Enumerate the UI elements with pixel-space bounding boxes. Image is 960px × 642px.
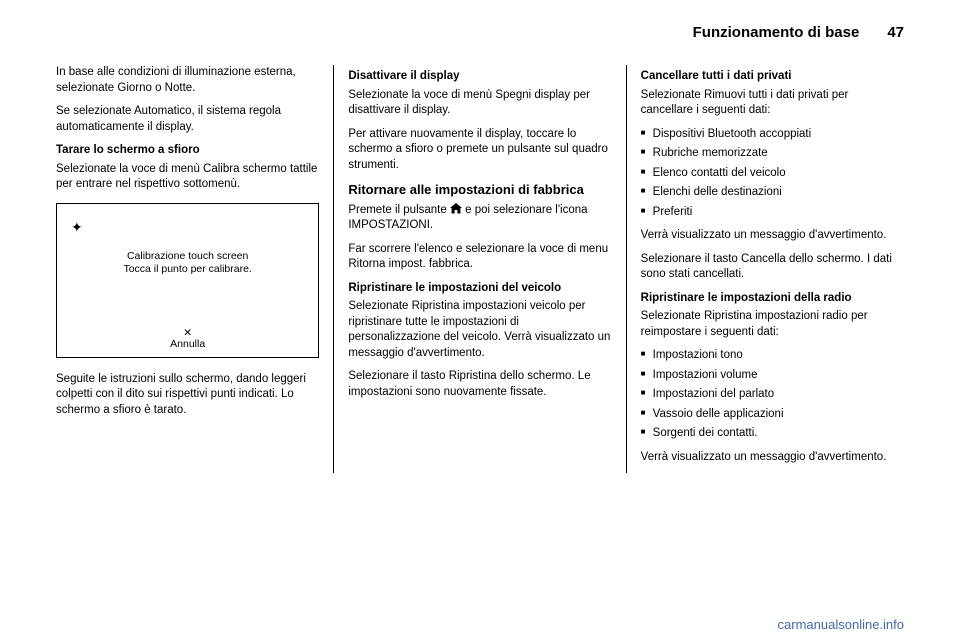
col2-para2: Per attivare nuovamente il display, tocc… — [348, 127, 611, 174]
list-item: Rubriche memorizzate — [641, 146, 904, 162]
col1-para4: Seguite le istruzioni sullo schermo, dan… — [56, 372, 319, 419]
calibration-cancel: ✕ Annulla — [57, 328, 318, 351]
page-container: Funzionamento di base 47 In base alle co… — [0, 0, 960, 642]
col1-para1: In base alle condizioni di illumina­zion… — [56, 65, 319, 96]
col3-para1: Selezionate Rimuovi tutti i dati privati… — [641, 88, 904, 119]
col3-subhead-delete-private: Cancellare tutti i dati privati — [641, 69, 904, 85]
column-1: In base alle condizioni di illumina­zion… — [56, 65, 334, 473]
list-item: Impostazioni volume — [641, 368, 904, 384]
list-item: Elenchi delle destinazioni — [641, 185, 904, 201]
col2-p3a: Premete il pulsante — [348, 204, 450, 216]
col2-para5: Selezionate Ripristina impostazioni veic… — [348, 299, 611, 361]
col2-section-factory: Ritornare alle impostazioni di fabbrica — [348, 181, 611, 199]
list-item: Dispositivi Bluetooth accoppiati — [641, 127, 904, 143]
list-item: Sorgenti dei contatti. — [641, 426, 904, 442]
list-item: Preferiti — [641, 205, 904, 221]
column-2: Disattivare il display Selezionate la vo… — [334, 65, 626, 473]
col3-list2: Impostazioni tono Impostazioni volume Im… — [641, 348, 904, 442]
cancel-label: Annulla — [170, 338, 205, 350]
calibration-figure: ✦ Calibrazione touch screen Tocca il pun… — [56, 203, 319, 358]
column-3: Cancellare tutti i dati privati Selezion… — [627, 65, 904, 473]
list-item: Vassoio delle applicazioni — [641, 407, 904, 423]
list-item: Impostazioni del parlato — [641, 387, 904, 403]
col2-para3: Premete il pulsante e poi selezio­nare l… — [348, 203, 611, 234]
col2-subhead-disable-display: Disattivare il display — [348, 69, 611, 85]
list-item: Elenco contatti del veicolo — [641, 166, 904, 182]
page-number: 47 — [887, 24, 904, 41]
page-header: Funzionamento di base 47 — [56, 24, 904, 41]
col1-subhead-calibrate: Tarare lo schermo a sfioro — [56, 143, 319, 159]
content-columns: In base alle condizioni di illumina­zion… — [56, 65, 904, 473]
figure-line1: Calibrazione touch screen — [127, 250, 248, 262]
footer-link[interactable]: carmanualsonline.info — [778, 617, 904, 632]
header-title: Funzionamento di base — [693, 24, 860, 41]
col2-para1: Selezionate la voce di menù Spegni displ… — [348, 88, 611, 119]
calibration-figure-text: Calibrazione touch screen Tocca il punto… — [57, 250, 318, 277]
col3-para5: Verrà visualizzato un messaggio d'avvert… — [641, 450, 904, 466]
home-icon — [450, 203, 462, 214]
col2-subhead-restore-vehicle: Ripristinare le impostazioni del veicolo — [348, 281, 611, 297]
col3-para2: Verrà visualizzato un messaggio d'avvert… — [641, 228, 904, 244]
calibration-star-icon: ✦ — [71, 218, 83, 237]
col2-para6: Selezionare il tasto Ripristina dello sc… — [348, 369, 611, 400]
col3-para3: Selezionare il tasto Cancella dello sche… — [641, 252, 904, 283]
col3-para4: Selezionate Ripristina impostazioni radi… — [641, 309, 904, 340]
col1-para2: Se selezionate Automatico, il sistema re… — [56, 104, 319, 135]
col3-list1: Dispositivi Bluetooth accoppiati Rubrich… — [641, 127, 904, 221]
col2-para4: Far scorrere l'elenco e selezionare la v… — [348, 242, 611, 273]
figure-line2: Tocca il punto per calibrare. — [123, 263, 251, 275]
cancel-x-icon: ✕ — [183, 327, 192, 339]
col3-subhead-restore-radio: Ripristinare le impostazioni della radio — [641, 291, 904, 307]
col1-para3: Selezionate la voce di menù Calibra sche… — [56, 162, 319, 193]
list-item: Impostazioni tono — [641, 348, 904, 364]
